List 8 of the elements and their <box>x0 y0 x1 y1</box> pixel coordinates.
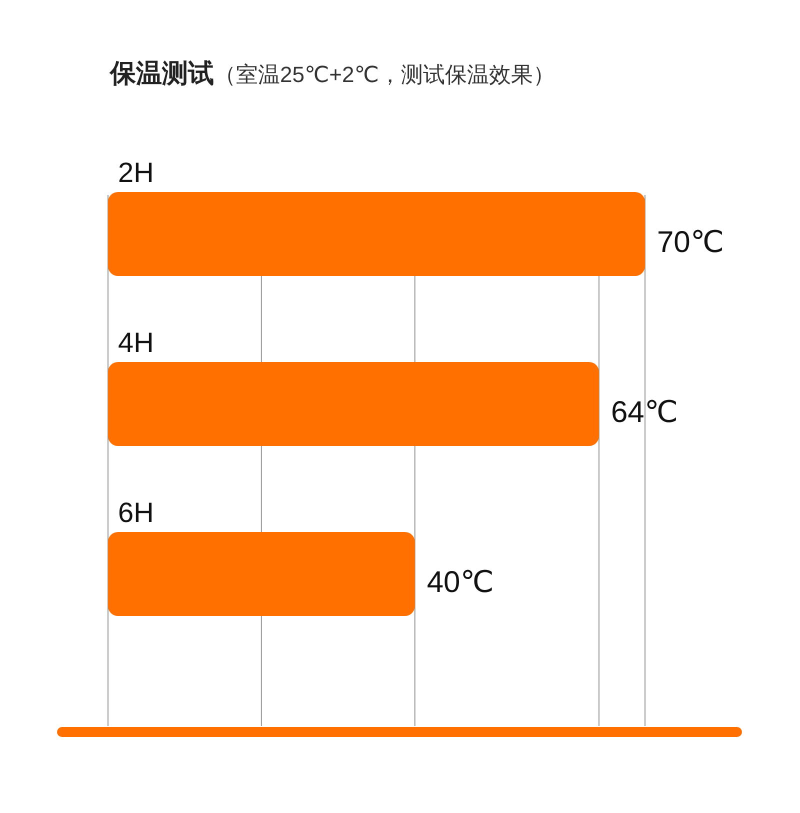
chart-title: 保温测试 <box>109 58 214 88</box>
data-label: 70℃ <box>657 226 724 259</box>
y-tick-label: 4H <box>118 327 154 358</box>
data-label: 64℃ <box>610 396 678 429</box>
chart-subtitle: （室温25℃+2℃，测试保温效果） <box>214 62 555 87</box>
y-tick-label: 2H <box>118 157 154 188</box>
data-label: 40℃ <box>426 566 494 599</box>
y-tick-label: 6H <box>118 497 154 528</box>
